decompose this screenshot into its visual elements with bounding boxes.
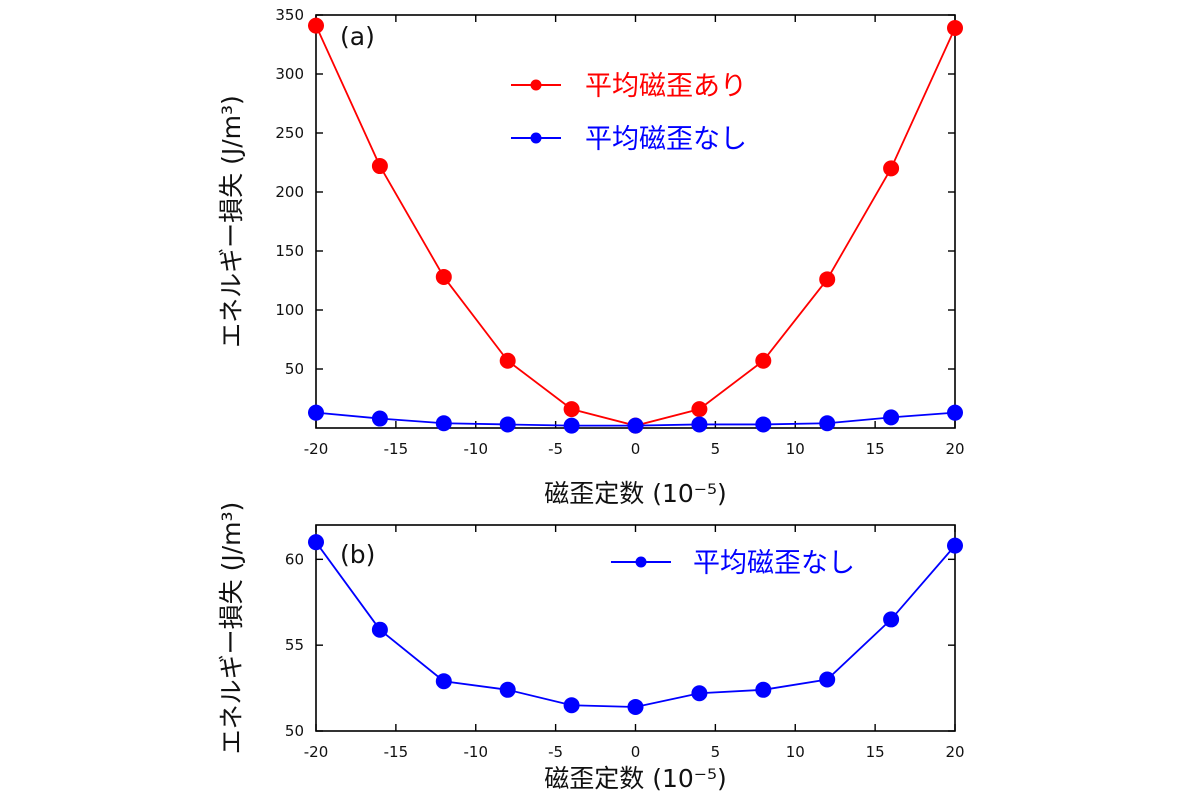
data-point xyxy=(435,673,452,690)
legend-marker xyxy=(530,79,542,91)
y-axis-label: エネルギー損失 (J/m³) xyxy=(217,95,246,348)
x-tick-label: 15 xyxy=(866,440,885,458)
x-tick-label: -10 xyxy=(464,743,489,761)
data-point xyxy=(883,409,900,426)
y-tick-label: 250 xyxy=(275,124,304,142)
y-tick-label: 60 xyxy=(285,550,304,568)
y-tick-label: 350 xyxy=(275,6,304,24)
legend-entry: 平均磁歪あり xyxy=(511,71,747,102)
data-point xyxy=(819,671,836,688)
data-point xyxy=(883,611,900,628)
data-point xyxy=(499,416,516,433)
data-point xyxy=(308,534,324,551)
data-point xyxy=(563,417,580,434)
x-tick-label: 5 xyxy=(711,440,721,458)
data-point xyxy=(371,158,388,175)
y-tick-label: 50 xyxy=(285,722,304,740)
data-point xyxy=(755,416,772,433)
x-tick-label: -15 xyxy=(384,440,409,458)
legend-label: 平均磁歪なし xyxy=(585,124,747,155)
data-point xyxy=(819,415,836,432)
x-tick-label: 10 xyxy=(786,440,805,458)
data-point xyxy=(691,685,708,702)
y-tick-label: 55 xyxy=(285,636,304,654)
panel-label: (b) xyxy=(340,540,375,569)
data-point xyxy=(755,352,772,369)
legend-entry: 平均磁歪なし xyxy=(611,548,855,579)
series-1 xyxy=(308,534,963,715)
legend-entry: 平均磁歪なし xyxy=(511,124,747,155)
x-tick-label: 15 xyxy=(866,743,885,761)
legend-marker xyxy=(635,556,647,568)
data-point xyxy=(435,268,452,285)
y-tick-label: 300 xyxy=(275,65,304,83)
series-line xyxy=(315,541,956,708)
legend-label: 平均磁歪あり xyxy=(585,71,747,102)
data-point xyxy=(947,19,963,36)
panel-label: (a) xyxy=(340,22,375,51)
x-tick-label: -15 xyxy=(384,743,409,761)
x-axis-label: 磁歪定数 (10⁻⁵) xyxy=(544,479,726,508)
x-tick-label: -10 xyxy=(464,440,489,458)
x-tick-label: -5 xyxy=(548,440,563,458)
y-tick-label: 100 xyxy=(275,301,304,319)
data-point xyxy=(435,415,452,432)
data-point xyxy=(371,410,388,427)
data-point xyxy=(563,401,580,418)
y-axis-label: エネルギー損失 (J/m³) xyxy=(217,502,246,755)
x-tick-label: -20 xyxy=(304,743,329,761)
data-point xyxy=(691,416,708,433)
data-point xyxy=(755,681,772,698)
data-point xyxy=(563,697,580,714)
data-point xyxy=(627,417,644,434)
x-tick-label: 10 xyxy=(786,743,805,761)
legend-marker xyxy=(530,132,542,144)
data-point xyxy=(947,404,963,421)
x-tick-label: 0 xyxy=(631,440,641,458)
x-tick-label: 20 xyxy=(945,743,964,761)
series-2 xyxy=(308,404,963,434)
data-point xyxy=(947,537,963,554)
chart-panel-1: -20 -15 -10 -5 0 5 10 15 20 50 100 150 200 250 300 350 磁… xyxy=(217,6,965,508)
x-tick-label: 20 xyxy=(945,440,964,458)
data-point xyxy=(308,404,324,421)
y-tick-label: 50 xyxy=(285,360,304,378)
data-point xyxy=(819,271,836,288)
data-point xyxy=(691,401,708,418)
chart-panel-2: -20 -15 -10 -5 0 5 10 15 20 50 55 60 磁歪定数 (10⁻⁵) エネルギ… xyxy=(217,502,965,793)
x-axis-label: 磁歪定数 (10⁻⁵) xyxy=(544,764,726,793)
data-point xyxy=(308,17,324,34)
data-point xyxy=(883,160,900,177)
x-tick-label: 5 xyxy=(711,743,721,761)
data-point xyxy=(627,698,644,715)
x-tick-label: -5 xyxy=(548,743,563,761)
x-tick-label: 0 xyxy=(631,743,641,761)
x-tick-label: -20 xyxy=(304,440,329,458)
y-tick-label: 200 xyxy=(275,183,304,201)
data-point xyxy=(371,621,388,638)
y-tick-label: 150 xyxy=(275,242,304,260)
data-point xyxy=(499,352,516,369)
legend-label: 平均磁歪なし xyxy=(693,548,855,579)
data-point xyxy=(499,681,516,698)
